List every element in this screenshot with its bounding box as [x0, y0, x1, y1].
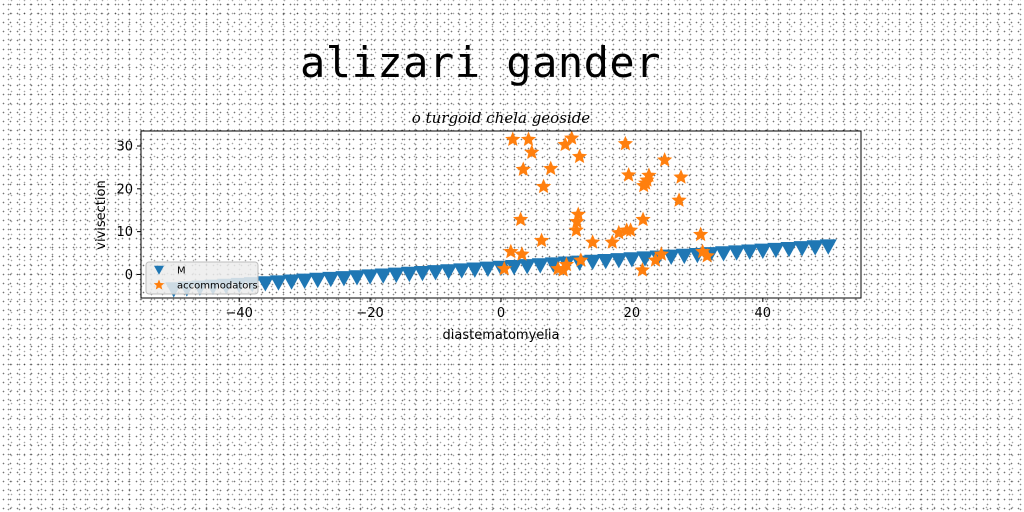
point-accommodators [617, 135, 633, 151]
legend-marker [153, 279, 165, 290]
chart-title: o turgoid chela geoside [412, 109, 591, 127]
x-tick-label: 0 [497, 306, 505, 321]
point-accommodators [647, 252, 664, 267]
point-accommodators [558, 256, 575, 272]
point-accommodators [514, 246, 530, 261]
point-accommodators [570, 206, 586, 221]
point-m [623, 252, 641, 268]
point-m [479, 261, 497, 277]
point-m [335, 271, 353, 287]
point-accommodators [503, 243, 519, 259]
legend-box [145, 261, 259, 295]
legend-marker [154, 265, 164, 275]
legend-label: accommodators [177, 281, 258, 292]
point-m [741, 244, 759, 260]
x-tick-label: −20 [356, 306, 383, 321]
x-tick-label: 40 [755, 306, 772, 321]
point-m [322, 271, 340, 288]
point-accommodators [535, 178, 552, 194]
point-accommodators [622, 222, 639, 237]
y-axis: 0 10 20 30 [116, 139, 141, 283]
point-m [610, 253, 628, 269]
point-accommodators [604, 234, 620, 249]
page-title: alizari gander [300, 38, 662, 87]
y-axis-label: vivisection [94, 180, 109, 249]
point-m [544, 257, 562, 273]
point-m [767, 242, 785, 259]
y-tick-label: 30 [116, 139, 133, 154]
point-m [505, 259, 523, 276]
point-m [296, 273, 314, 289]
point-m [400, 266, 418, 283]
x-tick-label: −40 [225, 306, 252, 321]
point-m [348, 270, 366, 286]
point-m [819, 239, 837, 255]
point-m [453, 263, 471, 279]
point-m [283, 274, 301, 290]
point-m [466, 262, 484, 278]
point-accommodators [564, 131, 580, 145]
point-accommodators [569, 213, 585, 229]
point-m [387, 267, 405, 283]
point-m [374, 268, 392, 284]
point-m [269, 275, 287, 291]
point-accommodators [571, 148, 588, 164]
point-m [597, 253, 615, 270]
point-m [793, 241, 811, 257]
point-accommodators [699, 248, 715, 263]
point-m [584, 254, 602, 271]
point-m [780, 241, 798, 258]
point-accommodators [573, 252, 589, 267]
legend-label: M [177, 266, 186, 277]
point-accommodators [533, 232, 550, 248]
point-accommodators [657, 152, 673, 167]
point-m [675, 248, 693, 265]
y-tick-label: 20 [116, 182, 133, 197]
x-tick-label: 20 [624, 306, 641, 321]
point-m [518, 259, 536, 275]
point-accommodators [524, 144, 540, 159]
point-accommodators [693, 226, 709, 242]
point-m [636, 251, 654, 267]
plot-marks [165, 131, 837, 298]
point-accommodators [505, 131, 521, 147]
point-m [413, 265, 431, 282]
point-accommodators [641, 167, 657, 183]
point-m [806, 240, 824, 256]
point-m [427, 265, 445, 281]
point-accommodators [520, 131, 537, 147]
point-accommodators [635, 211, 651, 227]
point-m [361, 269, 379, 285]
point-accommodators [515, 161, 531, 177]
point-accommodators [557, 136, 573, 152]
point-m [754, 243, 772, 259]
point-accommodators [621, 167, 637, 182]
point-m [715, 246, 733, 262]
x-axis-label: diastematomyelia [443, 328, 560, 343]
point-accommodators [653, 246, 669, 261]
point-m [256, 276, 274, 292]
point-accommodators [513, 211, 529, 227]
point-accommodators [673, 169, 689, 184]
y-tick-label: 10 [116, 225, 133, 240]
point-accommodators [671, 192, 687, 207]
point-accommodators [496, 260, 512, 276]
x-axis: −40 −20 0 20 40 [225, 298, 771, 321]
y-tick-label: 0 [125, 268, 133, 283]
point-m [309, 272, 327, 289]
point-m [531, 258, 549, 274]
point-m [440, 264, 458, 280]
point-m [728, 245, 746, 261]
point-accommodators [585, 234, 601, 249]
point-accommodators [543, 160, 559, 176]
point-accommodators [634, 262, 650, 277]
point-accommodators [568, 222, 584, 237]
